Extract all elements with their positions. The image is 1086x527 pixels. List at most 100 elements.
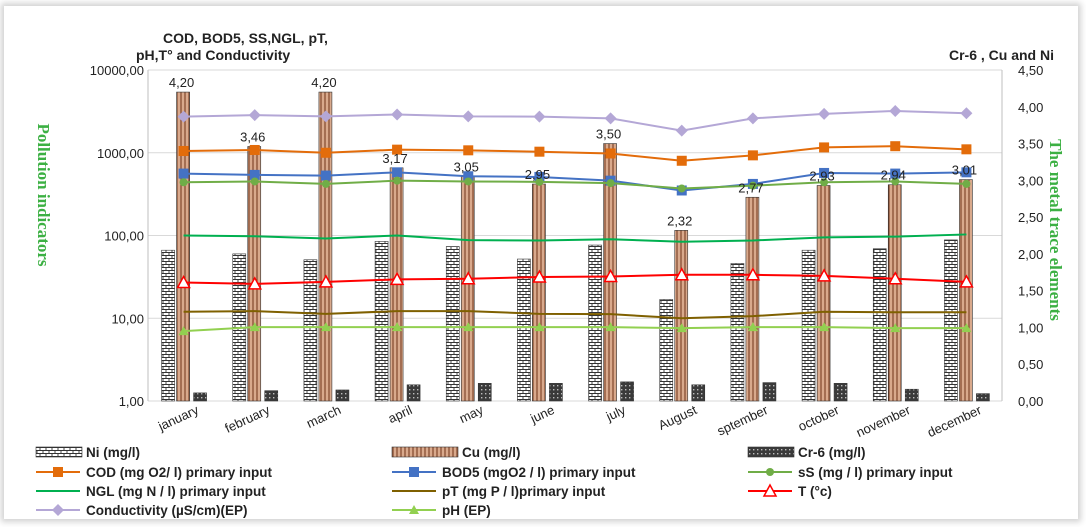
x-tick-label: december (925, 402, 984, 440)
series-point (891, 177, 900, 186)
series-point (675, 124, 688, 137)
x-tick-label: november (854, 402, 913, 440)
x-tick-label: june (527, 402, 557, 426)
cu-data-label: 3,05 (454, 160, 479, 175)
series-point (534, 146, 545, 157)
series-point (676, 155, 687, 166)
bar-dots (620, 381, 634, 402)
series-point (249, 322, 260, 332)
series-point (178, 326, 189, 336)
series-point (393, 176, 402, 185)
series-point (746, 112, 759, 125)
series-point (249, 169, 260, 180)
cu-data-label: 2,77 (738, 180, 763, 195)
legend-marker (52, 504, 64, 516)
bar-vstripe (745, 196, 760, 402)
left-tick-label: 1,00 (119, 394, 144, 409)
bar-brick (445, 246, 460, 402)
bar-dots (549, 383, 563, 402)
series-point (819, 167, 830, 178)
right-tick-label: 2,50 (1018, 210, 1043, 225)
series-point (177, 110, 190, 123)
series-point (392, 167, 403, 178)
series-point (463, 145, 474, 156)
series-point (674, 267, 690, 281)
cu-data-label: 3,01 (952, 163, 977, 178)
series-point (464, 177, 473, 186)
right-title: Cr-6 , Cu and Ni (949, 47, 1054, 63)
series-point (179, 178, 188, 187)
series-point (178, 145, 189, 156)
right-axis-title: The metal trace elements (1046, 139, 1065, 321)
series-point (603, 268, 618, 283)
series-point (320, 147, 331, 158)
series-point (747, 150, 758, 161)
series-point (676, 323, 687, 333)
series-point (605, 148, 616, 159)
series-point (533, 110, 546, 123)
cu-data-label: 2,94 (881, 168, 906, 183)
right-tick-label: 1,50 (1018, 284, 1043, 299)
right-tick-label: 1,00 (1018, 320, 1043, 335)
series-line (183, 171, 967, 192)
series-line (183, 109, 967, 132)
bar-brick (303, 259, 318, 402)
legend-label: Conductivity (µS/cm)(EP) (86, 503, 248, 518)
bar-brick (801, 249, 816, 402)
series-point (318, 274, 334, 288)
legend-marker (766, 468, 774, 476)
bar-vstripe (176, 91, 190, 402)
legend-swatch (35, 446, 83, 458)
bar-vstripe (959, 179, 973, 402)
bar-brick (872, 248, 887, 402)
legend-marker (53, 467, 63, 477)
legend-marker (409, 467, 419, 477)
right-tick-label: 0,00 (1018, 394, 1043, 409)
series-point (890, 168, 901, 179)
series-point (816, 268, 832, 282)
bar-vstripe (532, 183, 546, 402)
cu-data-label: 4,20 (169, 75, 194, 90)
left-axis-title: Pollution indicators (34, 123, 53, 266)
legend-label: sS (mg / l) primary input (798, 465, 953, 480)
series-point (887, 271, 903, 285)
legend-swatch (747, 446, 795, 458)
series-point (819, 142, 830, 153)
x-tick-label: february (222, 402, 272, 436)
series-point (320, 170, 331, 181)
x-tick-label: january (155, 402, 201, 434)
cu-data-label: 2,93 (809, 168, 834, 183)
series-point (961, 323, 972, 333)
legend-marker (762, 483, 778, 497)
right-tick-label: 4,00 (1018, 100, 1043, 115)
bar-brick (944, 239, 958, 402)
bar-dots (904, 388, 919, 402)
bar-brick (374, 241, 389, 402)
series-point (961, 144, 972, 155)
x-tick-label: may (457, 402, 486, 426)
cu-data-label: 4,20 (311, 75, 336, 90)
series-point (959, 274, 974, 288)
cu-data-label: 3,46 (240, 129, 265, 144)
left-title: COD, BOD5, SS,NGL, pT, pH,T° and Conducti… (136, 30, 328, 63)
series-point (605, 322, 616, 332)
bar-brick (730, 263, 745, 402)
series-point (392, 144, 403, 155)
left-tick-label: 10,00 (111, 311, 144, 326)
series-point (677, 184, 686, 193)
series-point (460, 271, 476, 285)
series-line (183, 326, 967, 333)
x-tick-label: april (386, 402, 415, 426)
series-point (745, 267, 761, 281)
series-point (532, 269, 547, 283)
series-line (183, 145, 967, 162)
legend-label: BOD5 (mgO2 / l) primary input (442, 465, 636, 480)
series-point (748, 181, 757, 190)
bar-dots (335, 389, 350, 402)
legend-swatch (391, 446, 459, 458)
series-point (176, 274, 191, 289)
legend-label: pT (mg P / l)primary input (442, 484, 606, 499)
left-tick-label: 100,00 (104, 229, 144, 244)
bar-dots (762, 382, 777, 402)
series-point (604, 112, 617, 125)
